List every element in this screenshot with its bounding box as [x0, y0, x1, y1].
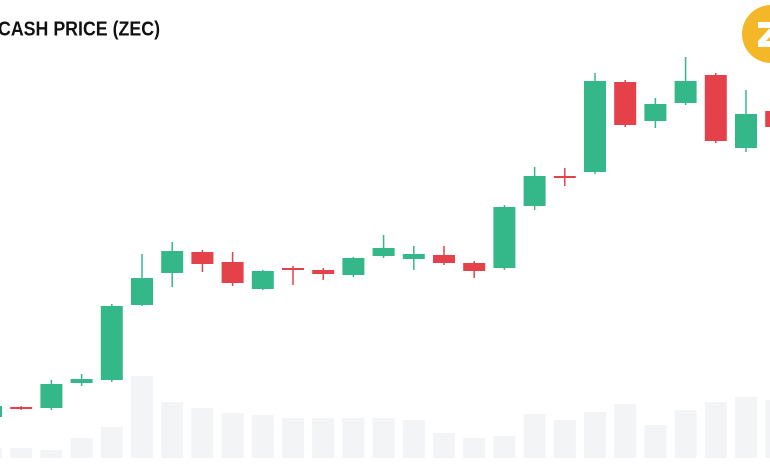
candle-body — [0, 406, 2, 417]
candle-body — [553, 176, 576, 178]
candle-body — [100, 306, 123, 380]
volume-layer — [0, 376, 770, 458]
candle-body — [614, 82, 637, 125]
volume-bar — [402, 420, 425, 458]
volume-bar — [282, 418, 304, 458]
candle-body — [644, 104, 667, 121]
volume-bar — [40, 450, 63, 458]
candle-body — [402, 254, 425, 259]
volume-bar — [644, 425, 667, 458]
volume-bar — [765, 400, 770, 458]
volume-bar — [221, 413, 244, 458]
candle-body — [493, 207, 516, 268]
volume-bar — [674, 410, 697, 458]
logo-circle — [742, 5, 770, 63]
candle-body — [372, 248, 395, 256]
zcash-logo — [742, 5, 770, 63]
volume-bar — [584, 412, 606, 458]
volume-bar — [553, 420, 576, 458]
volume-bar — [372, 418, 395, 458]
chart-title: CASH PRICE (ZEC) — [0, 18, 160, 40]
candle-body — [10, 407, 33, 409]
candle-layer — [0, 57, 770, 417]
volume-bar — [342, 418, 365, 458]
candle-body — [191, 252, 214, 264]
volume-bar — [100, 427, 123, 458]
candle-body — [342, 258, 365, 275]
candle-body — [161, 251, 184, 273]
candle-body — [131, 278, 153, 305]
candle-body — [312, 270, 335, 274]
candle-body — [433, 255, 455, 263]
volume-bar — [251, 415, 274, 458]
candle-body — [70, 379, 93, 383]
volume-bar — [433, 433, 455, 458]
volume-bar — [10, 448, 33, 458]
volume-bar — [131, 376, 153, 458]
volume-bar — [523, 414, 546, 458]
candle-body — [523, 176, 546, 206]
volume-bar — [463, 438, 486, 458]
volume-bar — [614, 404, 637, 458]
candle-body — [704, 75, 727, 141]
candle-body — [765, 111, 770, 127]
candle-body — [40, 384, 63, 408]
candle-body — [221, 262, 244, 283]
volume-bar — [493, 436, 516, 458]
volume-bar — [704, 402, 727, 458]
volume-bar — [735, 397, 757, 458]
logo-z — [758, 22, 770, 47]
volume-bar — [0, 448, 2, 458]
volume-bar — [312, 418, 335, 458]
volume-bar — [70, 438, 93, 458]
candle-body — [735, 114, 757, 148]
candle-body — [584, 81, 606, 172]
candle-body — [674, 81, 697, 103]
candle-body — [463, 263, 486, 271]
volume-bar — [191, 408, 214, 458]
candle-body — [251, 271, 274, 289]
candle-body — [282, 268, 304, 270]
volume-bar — [161, 402, 184, 458]
